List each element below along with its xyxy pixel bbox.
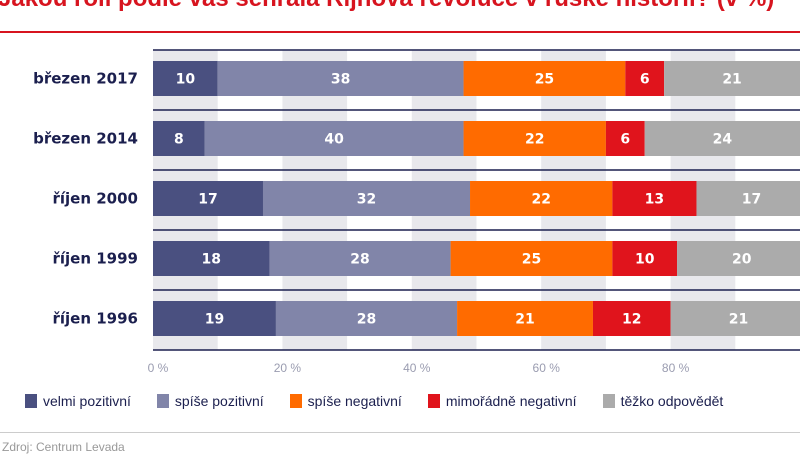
data-label: 6 bbox=[620, 132, 630, 148]
data-label: 12 bbox=[622, 312, 641, 328]
bar-segment bbox=[450, 241, 613, 276]
legend-item: spíše pozitivní bbox=[156, 393, 264, 409]
bar-segment bbox=[153, 61, 218, 96]
data-label: 13 bbox=[645, 192, 664, 208]
data-label: 19 bbox=[205, 312, 224, 328]
data-label: 6 bbox=[640, 72, 650, 88]
chart-title: Jakou roli podle vás sehrála Říjnová rev… bbox=[0, 0, 774, 13]
footer-divider bbox=[0, 432, 800, 433]
bar-segment bbox=[463, 121, 606, 156]
data-label: 32 bbox=[357, 192, 376, 208]
bar-segment bbox=[470, 181, 613, 216]
x-tick-label: 0 % bbox=[148, 361, 169, 375]
bar-segment bbox=[625, 61, 665, 96]
stacked-bar-chart: březen 2017 10 38 25 6 21 březen 2014 8 40 22 6 24 ř… bbox=[33, 49, 800, 375]
bar-segment bbox=[612, 181, 697, 216]
category-label: březen 2017 bbox=[33, 70, 138, 88]
bar-segment bbox=[457, 301, 593, 336]
legend-label: velmi pozitivní bbox=[43, 393, 131, 409]
legend-swatch bbox=[602, 394, 615, 408]
data-label: 25 bbox=[522, 252, 541, 268]
bar-segment bbox=[644, 121, 800, 156]
category-label: říjen 1996 bbox=[52, 310, 138, 328]
bar-segment bbox=[605, 121, 645, 156]
legend-label: těžko odpovědět bbox=[620, 393, 724, 409]
bar-segment bbox=[463, 61, 626, 96]
data-label: 21 bbox=[722, 72, 741, 88]
legend-item: velmi pozitivní bbox=[25, 393, 131, 409]
category-label: říjen 1999 bbox=[52, 250, 138, 268]
legend: velmi pozitivní spíše pozitivní spíše nega… bbox=[25, 393, 723, 409]
bar-segment bbox=[275, 301, 458, 336]
data-label: 28 bbox=[357, 312, 376, 328]
bar-segment bbox=[612, 241, 678, 276]
bar-segment bbox=[269, 241, 451, 276]
data-label: 18 bbox=[201, 252, 220, 268]
x-tick-label: 20 % bbox=[274, 361, 302, 375]
x-tick-label: 60 % bbox=[533, 361, 561, 375]
data-label: 21 bbox=[515, 312, 534, 328]
legend-label: spíše pozitivní bbox=[174, 393, 264, 409]
bar-segment bbox=[664, 61, 800, 96]
bar-segment bbox=[153, 181, 263, 216]
legend-swatch bbox=[156, 394, 169, 408]
bar-segment bbox=[592, 301, 671, 336]
title-divider bbox=[0, 31, 800, 33]
legend-item: spíše negativní bbox=[289, 393, 402, 409]
data-label: 20 bbox=[732, 252, 752, 268]
category-label: březen 2014 bbox=[33, 130, 138, 148]
data-label: 10 bbox=[176, 72, 196, 88]
data-label: 40 bbox=[324, 132, 344, 148]
legend-item: těžko odpovědět bbox=[602, 393, 724, 409]
data-label: 21 bbox=[729, 312, 748, 328]
legend-label: mimořádně negativní bbox=[445, 393, 577, 409]
data-label: 22 bbox=[531, 192, 550, 208]
legend-label: spíše negativní bbox=[307, 393, 402, 409]
legend-swatch bbox=[289, 394, 302, 408]
x-tick-label: 40 % bbox=[403, 361, 431, 375]
bar-segment bbox=[262, 181, 471, 216]
legend-swatch bbox=[25, 394, 37, 408]
source-note: Zdroj: Centrum Levada bbox=[2, 440, 125, 454]
bar-segment bbox=[670, 301, 800, 336]
data-label: 25 bbox=[535, 72, 554, 88]
data-label: 24 bbox=[713, 132, 733, 148]
data-label: 17 bbox=[198, 192, 217, 208]
legend-swatch bbox=[427, 394, 440, 408]
data-label: 28 bbox=[350, 252, 369, 268]
bar-segment bbox=[217, 61, 464, 96]
bar-segment bbox=[204, 121, 464, 156]
data-label: 22 bbox=[525, 132, 544, 148]
x-tick-label: 80 % bbox=[662, 361, 690, 375]
data-label: 38 bbox=[331, 72, 350, 88]
data-label: 8 bbox=[174, 132, 184, 148]
bar-segment bbox=[153, 301, 276, 336]
bar-segment bbox=[677, 241, 800, 276]
legend-item: mimořádně negativní bbox=[427, 393, 577, 409]
category-label: říjen 2000 bbox=[52, 190, 138, 208]
bar-segment bbox=[153, 241, 270, 276]
bar-segment bbox=[696, 181, 800, 216]
data-label: 10 bbox=[635, 252, 655, 268]
bar-segment bbox=[153, 121, 205, 156]
data-label: 17 bbox=[742, 192, 761, 208]
